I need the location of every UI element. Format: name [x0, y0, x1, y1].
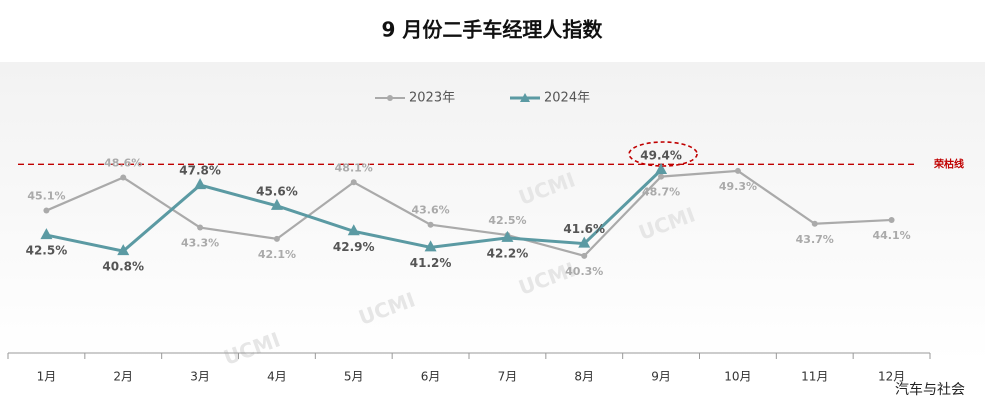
point	[734, 167, 741, 174]
point	[40, 228, 53, 240]
x-tick-label: 2月	[113, 370, 133, 384]
reference-label: 荣枯线	[933, 157, 964, 170]
data-label: 45.6%	[256, 184, 298, 198]
point	[350, 179, 357, 186]
point	[424, 240, 437, 252]
point	[197, 224, 204, 231]
series-line	[45, 169, 892, 258]
point	[578, 236, 591, 248]
data-label: 42.5%	[26, 244, 68, 258]
point	[117, 244, 130, 256]
point	[427, 221, 434, 228]
data-label: 47.8%	[179, 164, 221, 178]
point	[658, 173, 665, 180]
source: 汽车与社会	[895, 381, 965, 398]
data-label: 48.1%	[335, 161, 373, 174]
data-label: 43.6%	[411, 204, 449, 217]
data-label: 40.8%	[102, 260, 144, 274]
point	[43, 207, 50, 214]
x-tick-label: 8月	[574, 370, 594, 384]
point	[270, 198, 283, 210]
x-tick-label: 1月	[37, 370, 57, 384]
data-label: 43.3%	[181, 237, 219, 250]
point	[888, 216, 895, 223]
data-label: 42.2%	[487, 246, 529, 260]
legend-label: 2024年	[544, 91, 590, 106]
point	[120, 174, 127, 181]
point	[501, 230, 514, 242]
data-label: 48.6%	[104, 157, 142, 170]
data-label: 42.1%	[258, 248, 296, 261]
data-label: 43.7%	[796, 233, 834, 246]
x-tick-label: 11月	[801, 370, 828, 384]
point	[273, 235, 280, 242]
x-tick-label: 5月	[344, 370, 364, 384]
point	[347, 224, 360, 236]
x-tick-label: 4月	[267, 370, 287, 384]
data-label: 45.1%	[27, 190, 65, 203]
legend-marker	[520, 93, 530, 102]
x-tick-label: 6月	[421, 370, 441, 384]
x-tick-label: 12月	[878, 370, 905, 384]
point	[194, 178, 207, 190]
x-tick-label: 3月	[190, 370, 210, 384]
point	[811, 220, 818, 227]
legend-label: 2023年	[409, 91, 455, 106]
highlight-circle	[628, 141, 698, 167]
x-tick-label: 7月	[498, 370, 518, 384]
data-label: 49.4%	[640, 148, 682, 162]
data-label: 49.3%	[719, 180, 757, 193]
data-label: 41.2%	[410, 256, 452, 270]
plot-background	[0, 62, 985, 362]
data-label: 44.1%	[872, 229, 910, 242]
legend-marker	[387, 95, 393, 101]
data-label: 41.6%	[563, 222, 605, 236]
point	[581, 252, 588, 259]
x-tick-label: 9月	[651, 370, 671, 384]
data-label: 40.3%	[565, 265, 603, 278]
x-tick-label: 10月	[724, 370, 751, 384]
data-label: 48.7%	[642, 186, 680, 199]
data-label: 42.9%	[333, 240, 375, 254]
chart-title: 9 月份二手车经理人指数	[382, 18, 604, 42]
data-label: 42.5%	[488, 214, 526, 227]
point	[655, 162, 668, 174]
